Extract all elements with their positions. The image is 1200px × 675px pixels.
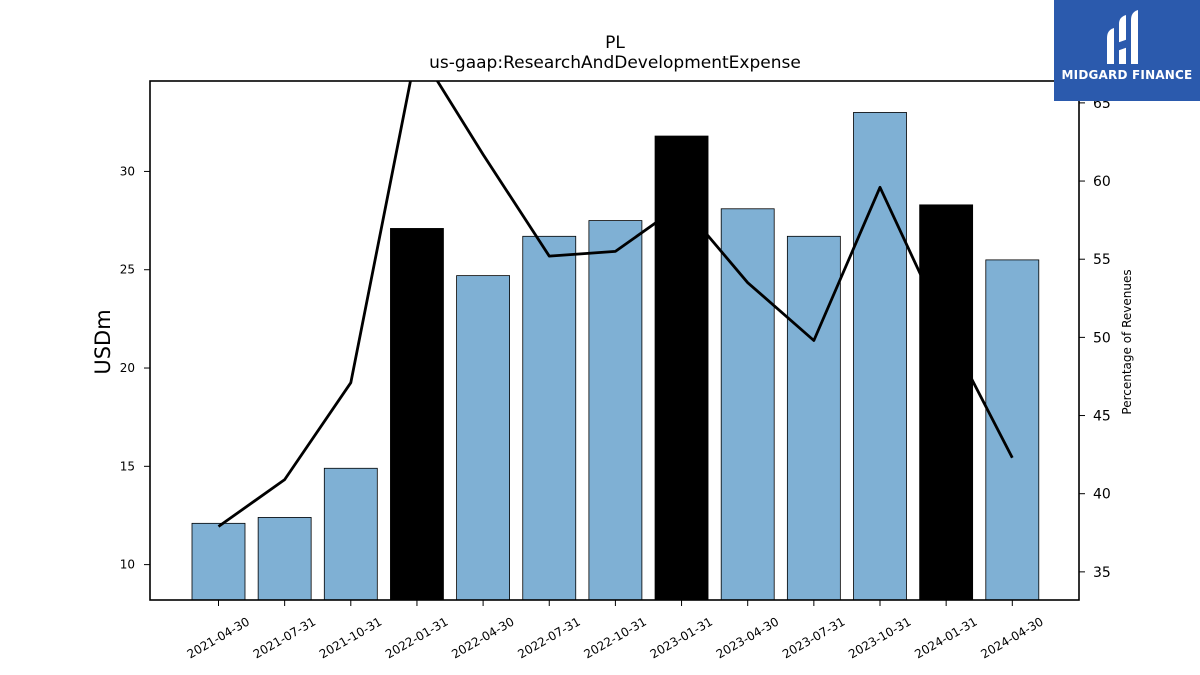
x-tick-label: 2024-01-31 bbox=[912, 614, 979, 661]
y2-tick-label: 45 bbox=[1093, 409, 1111, 425]
x-tick-label: 2022-10-31 bbox=[581, 614, 648, 661]
bar bbox=[720, 208, 775, 601]
x-tick-label: 2021-10-31 bbox=[317, 614, 384, 661]
bar bbox=[985, 259, 1040, 601]
x-tick-label: 2023-07-31 bbox=[780, 614, 847, 661]
y2-tick-label: 35 bbox=[1093, 565, 1111, 581]
x-tick-label: 2024-04-30 bbox=[978, 614, 1045, 661]
bar bbox=[588, 220, 643, 601]
bar bbox=[919, 204, 974, 601]
y2-tick-label: 55 bbox=[1093, 252, 1111, 268]
bar bbox=[786, 235, 841, 601]
y2-axis-label: Percentage of Revenues bbox=[1120, 269, 1134, 414]
y-tick-label: 15 bbox=[120, 459, 135, 473]
y2-tick-label: 40 bbox=[1093, 487, 1111, 503]
x-tick-label: 2023-04-30 bbox=[714, 614, 781, 661]
bar bbox=[257, 517, 312, 601]
y-tick-label: 30 bbox=[120, 164, 135, 178]
y-tick-label: 10 bbox=[120, 558, 135, 572]
x-tick-label: 2021-07-31 bbox=[251, 614, 318, 661]
midgard-logo-icon bbox=[1107, 10, 1138, 64]
x-tick-label: 2023-01-31 bbox=[648, 614, 715, 661]
percentage-line bbox=[217, 81, 1014, 528]
y2-tick-label: 60 bbox=[1093, 174, 1111, 190]
bar bbox=[390, 228, 444, 601]
bar bbox=[654, 135, 709, 601]
y-tick-label: 25 bbox=[120, 263, 135, 277]
y2-tick-label: 50 bbox=[1093, 330, 1111, 346]
x-tick-label: 2023-10-31 bbox=[846, 614, 913, 661]
chart-subtitle: us-gaap:ResearchAndDevelopmentExpense bbox=[429, 53, 801, 73]
x-tick-label: 2021-04-30 bbox=[185, 614, 252, 661]
midgard-finance-logo: MIDGARD FINANCE bbox=[1054, 0, 1200, 101]
bar bbox=[522, 235, 577, 601]
y-tick-label: 20 bbox=[120, 361, 135, 375]
chart-title: PL bbox=[605, 33, 625, 53]
plot-frame bbox=[149, 80, 1080, 601]
bar bbox=[853, 112, 907, 601]
y-axis-label: USDm bbox=[91, 309, 115, 374]
x-tick-label: 2022-07-31 bbox=[515, 614, 582, 661]
x-tick-label: 2022-01-31 bbox=[383, 614, 450, 661]
bar bbox=[191, 522, 246, 601]
bar bbox=[456, 275, 511, 601]
bar bbox=[323, 467, 378, 601]
x-tick-label: 2022-04-30 bbox=[449, 614, 516, 661]
logo-text: MIDGARD FINANCE bbox=[1061, 68, 1193, 82]
